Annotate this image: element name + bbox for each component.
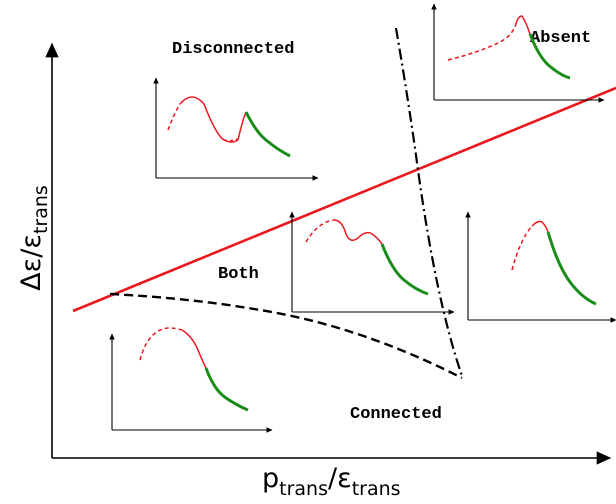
inset-curve-red bbox=[179, 96, 239, 143]
inset-curve-green bbox=[380, 243, 429, 296]
black-dashed-boundary bbox=[109, 292, 463, 380]
inset-curve-red bbox=[333, 219, 383, 245]
inset-curve-red bbox=[515, 15, 531, 35]
inset-both bbox=[289, 211, 455, 315]
inset-curve-red-dashed bbox=[305, 219, 335, 243]
y-axis-label: Δε/εtrans bbox=[16, 185, 52, 291]
red-solid-boundary bbox=[72, 86, 616, 313]
inset-curve-red-peak bbox=[237, 111, 247, 141]
region-label-absent: Absent bbox=[530, 29, 591, 48]
inset-absent bbox=[431, 3, 605, 103]
inset-curve-green bbox=[244, 111, 291, 158]
region-label-connected: Connected bbox=[350, 405, 442, 424]
region-label-both: Both bbox=[218, 265, 259, 284]
svg-text:Δε/εtrans: Δε/εtrans bbox=[16, 185, 52, 291]
inset-disconnected bbox=[153, 77, 319, 181]
inset-curve-red-dashed-dip bbox=[223, 137, 241, 142]
inset-curve-red bbox=[181, 329, 207, 369]
inset-curve-green bbox=[546, 231, 597, 306]
inset-connected bbox=[109, 327, 273, 433]
inset-curve-red-dashed bbox=[167, 103, 181, 131]
inset-curve-red-dashed bbox=[139, 327, 183, 361]
inset-curve-green bbox=[528, 33, 571, 80]
inset-curve-red-dashed bbox=[447, 23, 517, 61]
inset-curve-red-dashed bbox=[511, 225, 533, 271]
x-axis-label: ptrans/εtrans bbox=[262, 463, 401, 500]
inset-right bbox=[465, 211, 616, 323]
inset-curve-green bbox=[204, 367, 249, 412]
region-label-disconnected: Disconnected bbox=[172, 40, 294, 59]
inset-curve-red bbox=[531, 220, 549, 233]
black-dash-dot-boundary bbox=[394, 27, 464, 377]
